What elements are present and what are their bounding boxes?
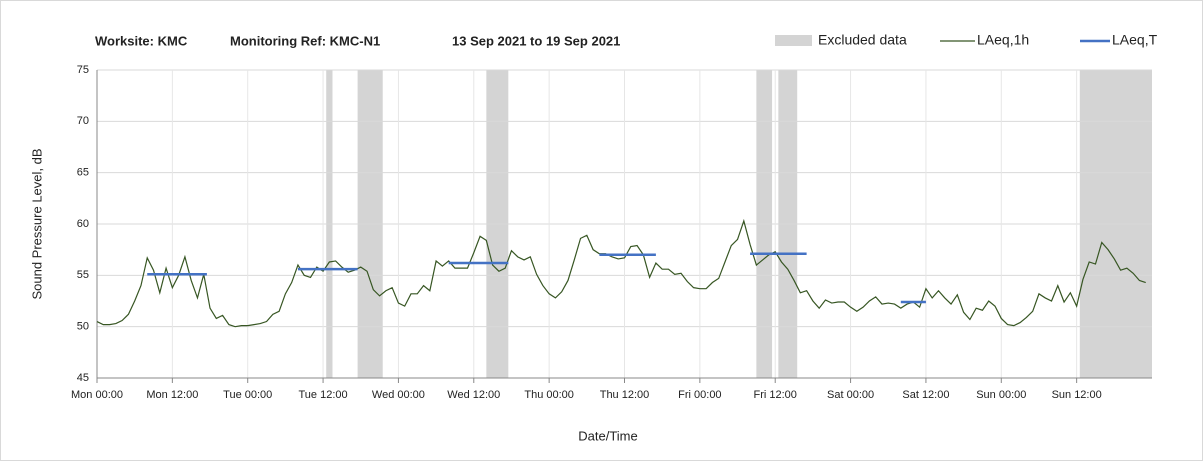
y-tick-label: 70 xyxy=(77,115,89,127)
y-tick-label: 65 xyxy=(77,167,89,179)
y-tick-label: 45 xyxy=(77,372,89,384)
x-tick-label: Mon 00:00 xyxy=(71,389,123,401)
chart-title-dates: 13 Sep 2021 to 19 Sep 2021 xyxy=(452,33,620,48)
y-tick-label: 55 xyxy=(77,269,89,281)
legend-label: Excluded data xyxy=(818,32,907,48)
x-tick-label: Mon 12:00 xyxy=(146,389,198,401)
chart-title-ref: Monitoring Ref: KMC-N1 xyxy=(230,33,380,48)
data-line xyxy=(96,218,1146,328)
y-tick-label: 50 xyxy=(77,321,89,333)
x-tick-label: Tue 12:00 xyxy=(299,389,348,401)
x-tick-label: Sat 00:00 xyxy=(827,389,874,401)
y-tick-label: 60 xyxy=(77,218,89,230)
legend-swatch xyxy=(775,35,812,46)
x-tick-label: Thu 00:00 xyxy=(524,389,574,401)
legend-label: LAeq,T xyxy=(1112,32,1158,48)
x-tick-label: Sun 12:00 xyxy=(1052,389,1102,401)
x-tick-label: Wed 12:00 xyxy=(447,389,500,401)
y-axis-title: Sound Pressure Level, dB xyxy=(29,148,44,299)
x-tick-label: Thu 12:00 xyxy=(600,389,650,401)
chart-title-worksite: Worksite: KMC xyxy=(95,33,188,48)
x-tick-label: Fri 00:00 xyxy=(678,389,721,401)
y-tick-label: 75 xyxy=(77,64,89,76)
x-tick-label: Fri 12:00 xyxy=(754,389,797,401)
legend-label: LAeq,1h xyxy=(977,32,1029,48)
x-tick-label: Tue 00:00 xyxy=(223,389,272,401)
x-tick-label: Sun 00:00 xyxy=(976,389,1026,401)
x-axis-title: Date/Time xyxy=(578,428,637,443)
x-tick-label: Sat 12:00 xyxy=(902,389,949,401)
x-tick-label: Wed 00:00 xyxy=(372,389,425,401)
